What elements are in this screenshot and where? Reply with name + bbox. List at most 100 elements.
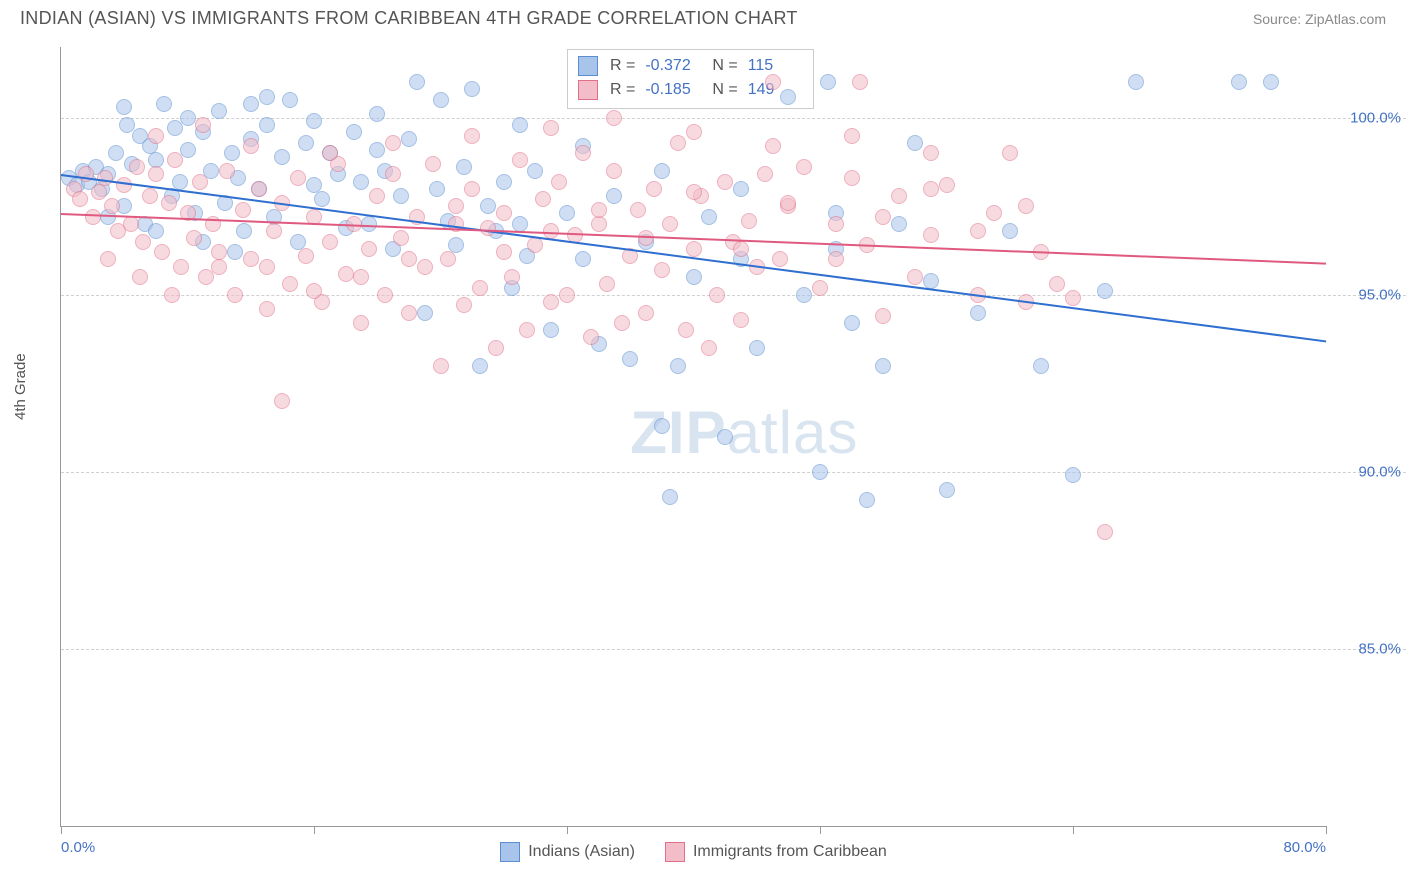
scatter-point xyxy=(654,418,670,434)
scatter-point xyxy=(844,315,860,331)
scatter-point xyxy=(852,74,868,90)
scatter-point xyxy=(939,177,955,193)
scatter-point xyxy=(338,266,354,282)
scatter-point xyxy=(401,251,417,267)
scatter-point xyxy=(844,170,860,186)
scatter-point xyxy=(448,198,464,214)
scatter-point xyxy=(85,209,101,225)
scatter-point xyxy=(614,315,630,331)
scatter-point xyxy=(417,259,433,275)
scatter-point xyxy=(512,117,528,133)
scatter-point xyxy=(891,188,907,204)
scatter-point xyxy=(1263,74,1279,90)
y-tick-label: 85.0% xyxy=(1358,640,1401,657)
scatter-point xyxy=(512,152,528,168)
scatter-point xyxy=(91,184,107,200)
scatter-point xyxy=(733,181,749,197)
scatter-point xyxy=(812,280,828,296)
scatter-point xyxy=(939,482,955,498)
scatter-point xyxy=(425,156,441,172)
scatter-point xyxy=(167,152,183,168)
scatter-point xyxy=(156,96,172,112)
scatter-point xyxy=(148,128,164,144)
scatter-point xyxy=(472,280,488,296)
scatter-point xyxy=(401,131,417,147)
scatter-point xyxy=(733,312,749,328)
scatter-point xyxy=(353,269,369,285)
scatter-point xyxy=(417,305,433,321)
scatter-point xyxy=(219,163,235,179)
scatter-point xyxy=(464,128,480,144)
legend-item-2: Immigrants from Caribbean xyxy=(665,842,887,862)
scatter-point xyxy=(298,135,314,151)
scatter-point xyxy=(129,159,145,175)
scatter-point xyxy=(148,166,164,182)
scatter-point xyxy=(780,195,796,211)
gridline xyxy=(61,295,1406,296)
scatter-point xyxy=(686,241,702,257)
scatter-point xyxy=(142,188,158,204)
scatter-point xyxy=(670,358,686,374)
scatter-point xyxy=(186,230,202,246)
legend-item-1: Indians (Asian) xyxy=(500,842,635,862)
y-tick-label: 90.0% xyxy=(1358,463,1401,480)
x-tick xyxy=(314,826,315,834)
scatter-point xyxy=(496,205,512,221)
n-value-1: 115 xyxy=(748,57,803,75)
scatter-point xyxy=(670,135,686,151)
scatter-point xyxy=(527,163,543,179)
scatter-point xyxy=(173,259,189,275)
scatter-point xyxy=(433,358,449,374)
scatter-point xyxy=(236,223,252,239)
legend-label-1: Indians (Asian) xyxy=(528,843,635,861)
scatter-point xyxy=(227,244,243,260)
scatter-point xyxy=(678,322,694,338)
scatter-point xyxy=(709,287,725,303)
scatter-point xyxy=(828,216,844,232)
scatter-point xyxy=(701,340,717,356)
swatch-blue xyxy=(500,842,520,862)
scatter-point xyxy=(243,138,259,154)
scatter-point xyxy=(606,110,622,126)
n-label: N = xyxy=(712,81,737,99)
scatter-point xyxy=(606,163,622,179)
scatter-point xyxy=(796,287,812,303)
scatter-point xyxy=(353,315,369,331)
scatter-point xyxy=(259,301,275,317)
scatter-point xyxy=(780,89,796,105)
scatter-point xyxy=(180,142,196,158)
scatter-point xyxy=(907,269,923,285)
scatter-point xyxy=(686,184,702,200)
scatter-point xyxy=(306,283,322,299)
scatter-point xyxy=(923,227,939,243)
scatter-point xyxy=(543,294,559,310)
scatter-point xyxy=(828,251,844,267)
scatter-point xyxy=(654,262,670,278)
scatter-point xyxy=(591,202,607,218)
source-label: Source: ZipAtlas.com xyxy=(1253,11,1386,27)
gridline xyxy=(61,649,1406,650)
scatter-point xyxy=(440,251,456,267)
y-tick-label: 95.0% xyxy=(1358,286,1401,303)
scatter-point xyxy=(464,81,480,97)
scatter-point xyxy=(859,492,875,508)
scatter-point xyxy=(504,269,520,285)
scatter-point xyxy=(361,241,377,257)
scatter-point xyxy=(385,166,401,182)
scatter-point xyxy=(717,174,733,190)
scatter-point xyxy=(161,195,177,211)
scatter-point xyxy=(409,74,425,90)
scatter-point xyxy=(820,74,836,90)
scatter-point xyxy=(543,120,559,136)
scatter-point xyxy=(274,393,290,409)
scatter-point xyxy=(227,287,243,303)
scatter-point xyxy=(986,205,1002,221)
scatter-point xyxy=(401,305,417,321)
scatter-point xyxy=(559,287,575,303)
swatch-pink xyxy=(665,842,685,862)
chart-title: INDIAN (ASIAN) VS IMMIGRANTS FROM CARIBB… xyxy=(20,8,798,29)
scatter-point xyxy=(369,188,385,204)
scatter-point xyxy=(662,216,678,232)
scatter-point xyxy=(104,198,120,214)
scatter-point xyxy=(1065,467,1081,483)
